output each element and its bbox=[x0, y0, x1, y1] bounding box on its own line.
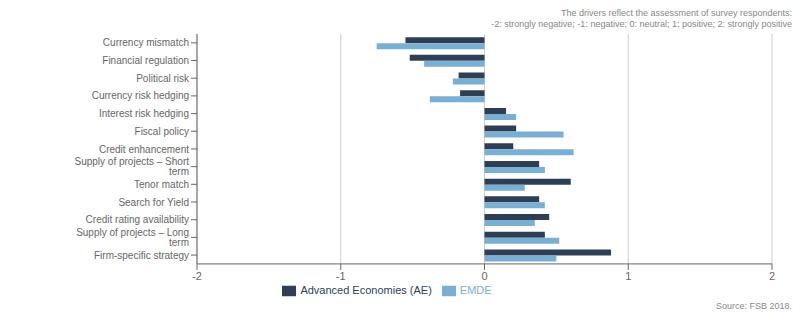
svg-text:-2: -2 bbox=[192, 270, 202, 282]
svg-text:Credit rating availability: Credit rating availability bbox=[86, 214, 189, 225]
svg-text:Credit enhancement: Credit enhancement bbox=[99, 144, 189, 155]
html-text:The drivers reflect the assess: The drivers reflect the assessment of su… bbox=[491, 8, 792, 29]
svg-text:Firm-specific strategy: Firm-specific strategy bbox=[94, 250, 189, 261]
svg-text:Supply of projects – Longterm: Supply of projects – Longterm bbox=[76, 227, 189, 248]
svg-text:Interest risk hedging: Interest risk hedging bbox=[99, 108, 189, 119]
svg-text:1: 1 bbox=[625, 270, 631, 282]
svg-text:Supply of projects – Shortterm: Supply of projects – Shortterm bbox=[74, 156, 189, 177]
svg-text:Fiscal policy: Fiscal policy bbox=[135, 126, 189, 137]
svg-text:Currency mismatch: Currency mismatch bbox=[103, 37, 189, 48]
svg-text:2: 2 bbox=[769, 270, 775, 282]
svg-text:Financial regulation: Financial regulation bbox=[102, 55, 189, 66]
html-text:Source: FSB 2018.: Source: FSB 2018. bbox=[716, 301, 792, 311]
html-text:Advanced Economies (AE): Advanced Economies (AE) bbox=[300, 283, 432, 296]
html-text:EMDE: EMDE bbox=[459, 283, 492, 296]
svg-text:-1: -1 bbox=[336, 270, 346, 282]
svg-text:0: 0 bbox=[481, 270, 487, 282]
svg-text:Currency risk hedging: Currency risk hedging bbox=[92, 90, 189, 101]
svg-text:Search for Yield: Search for Yield bbox=[118, 197, 189, 208]
svg-text:Political risk: Political risk bbox=[136, 73, 190, 84]
svg-text:Tenor match: Tenor match bbox=[134, 179, 189, 190]
